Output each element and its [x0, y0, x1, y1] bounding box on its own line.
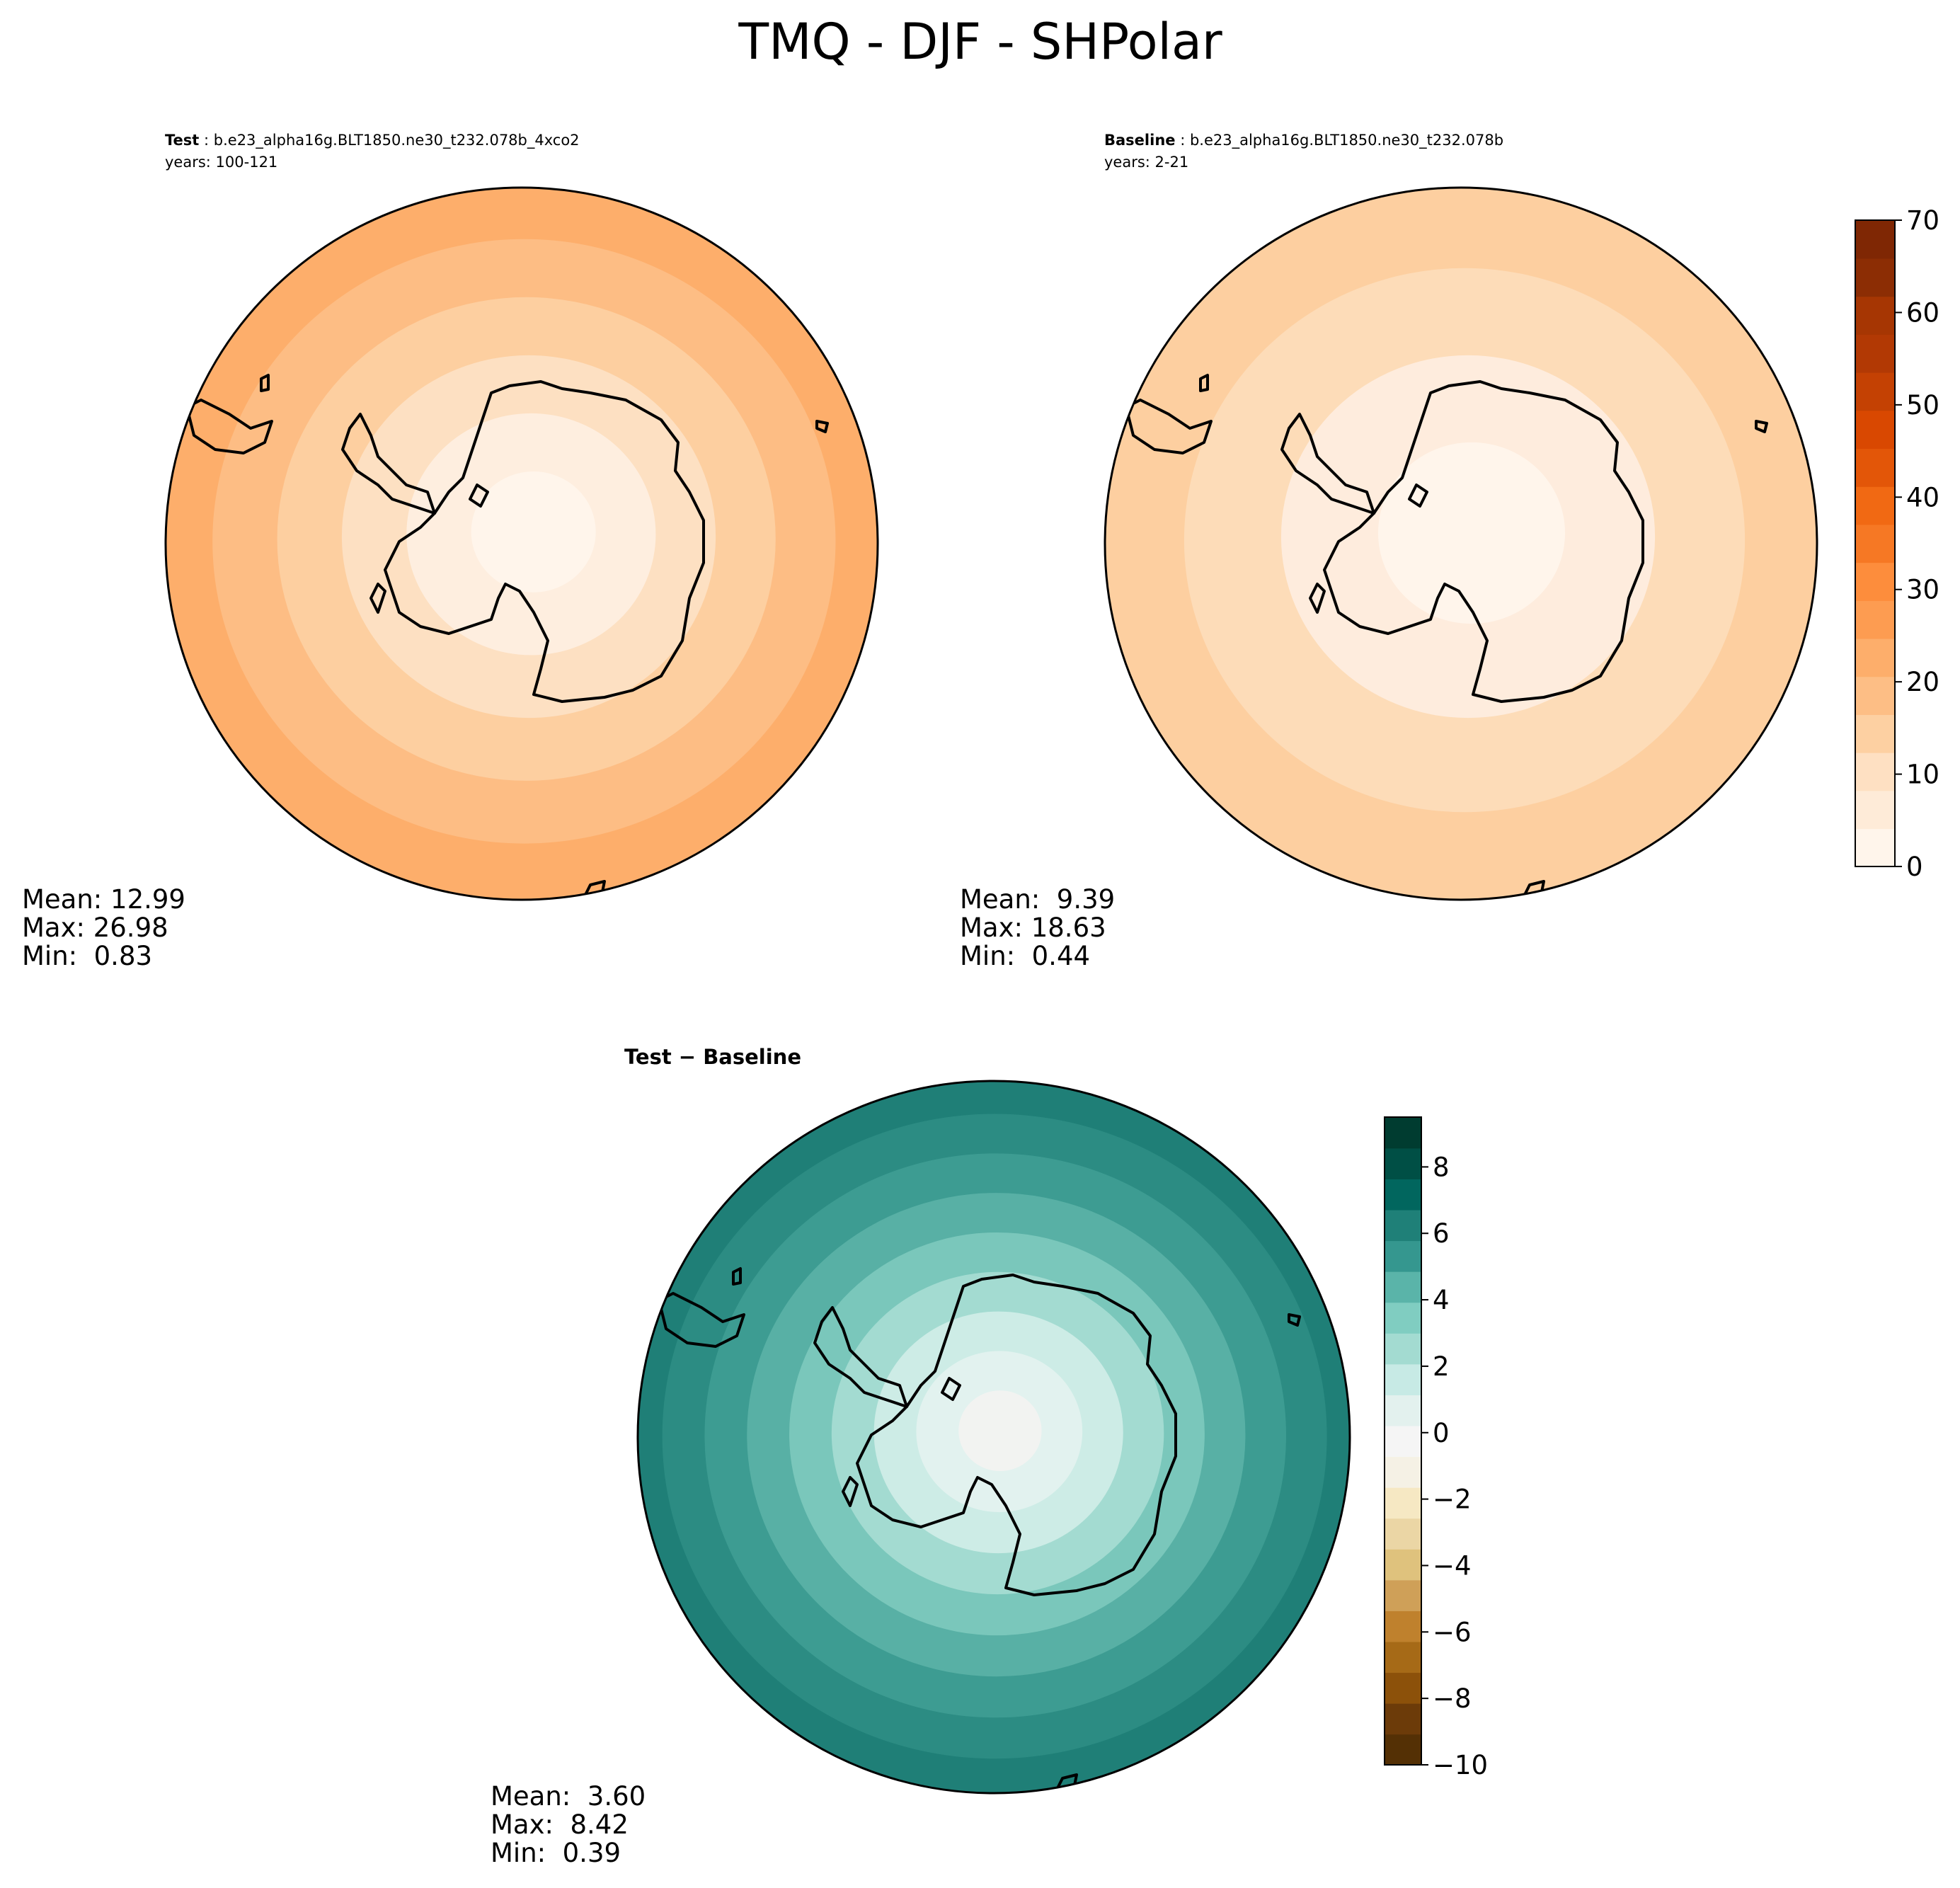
tmq-colorbar-tick-label: 20	[1906, 667, 1939, 697]
difference-max: Max: 8.42	[491, 1809, 629, 1840]
difference-colorbar-swatch	[1385, 1518, 1421, 1550]
baseline-contour-band	[1377, 442, 1566, 624]
baseline-panel: Baseline : b.e23_alpha16g.BLT1850.ne30_t…	[960, 132, 1818, 971]
tmq-colorbar-tick-label: 50	[1906, 390, 1939, 420]
difference-colorbar-swatch	[1385, 1117, 1421, 1149]
tmq-colorbar-tick-label: 10	[1906, 760, 1939, 790]
difference-title: Test − Baseline	[624, 1045, 801, 1069]
difference-colorbar-swatch	[1385, 1456, 1421, 1488]
baseline-label: Baseline	[1104, 132, 1176, 149]
difference-colorbar-swatch	[1385, 1240, 1421, 1272]
difference-panel: Test − Baseline Mean: 3.60 Max: 8.42 Min…	[491, 1045, 1351, 1868]
difference-colorbar-swatch	[1385, 1395, 1421, 1426]
difference-colorbar-swatch	[1385, 1610, 1421, 1642]
test-case-name: b.e23_alpha16g.BLT1850.ne30_t232.078b_4x…	[214, 132, 580, 149]
difference-colorbar-tick-label: −4	[1433, 1550, 1472, 1581]
difference-colorbar-swatch	[1385, 1734, 1421, 1766]
difference-map-boundary	[636, 1080, 1351, 1795]
baseline-map	[1105, 188, 1817, 900]
difference-colorbar-swatch	[1385, 1487, 1421, 1519]
tmq-colorbar-swatch	[1855, 752, 1895, 791]
difference-colorbar-swatch	[1385, 1209, 1421, 1242]
test-min: Min: 0.83	[22, 941, 152, 971]
test-case-label: Test : b.e23_alpha16g.BLT1850.ne30_t232.…	[165, 132, 580, 149]
difference-colorbar-tick-label: −10	[1433, 1750, 1488, 1780]
difference-colorbar-tick-label: 6	[1433, 1218, 1450, 1249]
difference-mean: Mean: 3.60	[491, 1781, 646, 1812]
baseline-min: Min: 0.44	[960, 941, 1090, 971]
tmq-colorbar-swatch	[1855, 220, 1895, 259]
difference-colorbar-swatch	[1385, 1425, 1421, 1458]
baseline-case-name: b.e23_alpha16g.BLT1850.ne30_t232.078b	[1190, 132, 1503, 149]
tmq-colorbar-swatch	[1855, 334, 1895, 373]
test-years: years: 100-121	[165, 154, 277, 171]
tmq-colorbar-swatch	[1855, 638, 1895, 677]
tmq-colorbar-swatch	[1855, 676, 1895, 715]
difference-colorbar-tick-label: −8	[1433, 1683, 1472, 1714]
tmq-colorbar: 0 10 20 30 40 50 60 70	[1855, 205, 1939, 882]
difference-colorbar-swatch	[1385, 1549, 1421, 1581]
tmq-colorbar-tick-label: 40	[1906, 482, 1939, 513]
difference-colorbar-tick-label: 0	[1433, 1418, 1450, 1448]
test-contour-band	[471, 471, 596, 593]
tmq-colorbar-swatch	[1855, 714, 1895, 753]
difference-colorbar-tick-label: −6	[1433, 1617, 1472, 1647]
difference-colorbar-frame	[1384, 1116, 1422, 1766]
difference-contour-band	[958, 1390, 1042, 1472]
difference-colorbar-swatch	[1385, 1148, 1421, 1179]
difference-colorbar-swatch	[1385, 1271, 1421, 1303]
test-label: Test	[165, 132, 199, 149]
difference-colorbar-tick-label: −2	[1433, 1484, 1472, 1515]
difference-colorbar-swatch	[1385, 1641, 1421, 1674]
tmq-colorbar-swatch	[1855, 372, 1895, 411]
tmq-colorbar-swatch	[1855, 828, 1895, 867]
difference-colorbar: 8 6 4 2 0 −2 −4 −6 −8 −10	[1384, 1116, 1488, 1780]
difference-colorbar-swatch	[1385, 1672, 1421, 1704]
tmq-colorbar-swatch	[1855, 410, 1895, 450]
difference-colorbar-swatch	[1385, 1302, 1421, 1334]
baseline-years: years: 2-21	[1104, 154, 1188, 171]
test-map-boundary	[164, 186, 879, 901]
tmq-colorbar-swatch	[1855, 448, 1895, 487]
tmq-colorbar-tick-label: 70	[1906, 205, 1939, 236]
difference-colorbar-swatch	[1385, 1579, 1421, 1611]
tmq-colorbar-frame	[1855, 219, 1896, 867]
tmq-colorbar-tick-label: 0	[1906, 852, 1923, 882]
difference-map	[638, 1081, 1350, 1793]
difference-colorbar-swatch	[1385, 1703, 1421, 1735]
test-max: Max: 26.98	[22, 912, 168, 943]
test-panel: Test : b.e23_alpha16g.BLT1850.ne30_t232.…	[22, 132, 879, 971]
difference-colorbar-tick-label: 8	[1433, 1152, 1450, 1182]
difference-min: Min: 0.39	[491, 1838, 621, 1868]
tmq-colorbar-swatch	[1855, 486, 1895, 525]
baseline-map-boundary	[1104, 186, 1818, 901]
tmq-colorbar-swatch	[1855, 600, 1895, 639]
figure-title: TMQ - DJF - SHPolar	[738, 13, 1222, 71]
difference-colorbar-tick-label: 2	[1433, 1351, 1450, 1382]
tmq-colorbar-tick-label: 30	[1906, 575, 1939, 605]
tmq-colorbar-swatch	[1855, 562, 1895, 601]
tmq-colorbar-swatch	[1855, 296, 1895, 335]
difference-colorbar-swatch	[1385, 1363, 1421, 1395]
test-mean: Mean: 12.99	[22, 884, 185, 915]
tmq-colorbar-tick-label: 60	[1906, 297, 1939, 328]
baseline-case-label: Baseline : b.e23_alpha16g.BLT1850.ne30_t…	[1104, 132, 1503, 149]
difference-colorbar-swatch	[1385, 1179, 1421, 1211]
baseline-max: Max: 18.63	[960, 912, 1106, 943]
difference-colorbar-swatch	[1385, 1333, 1421, 1365]
difference-colorbar-tick-label: 4	[1433, 1285, 1450, 1315]
test-map	[166, 188, 878, 900]
tmq-colorbar-swatch	[1855, 258, 1895, 297]
tmq-colorbar-swatch	[1855, 790, 1895, 830]
tmq-colorbar-swatch	[1855, 524, 1895, 563]
baseline-mean: Mean: 9.39	[960, 884, 1115, 915]
